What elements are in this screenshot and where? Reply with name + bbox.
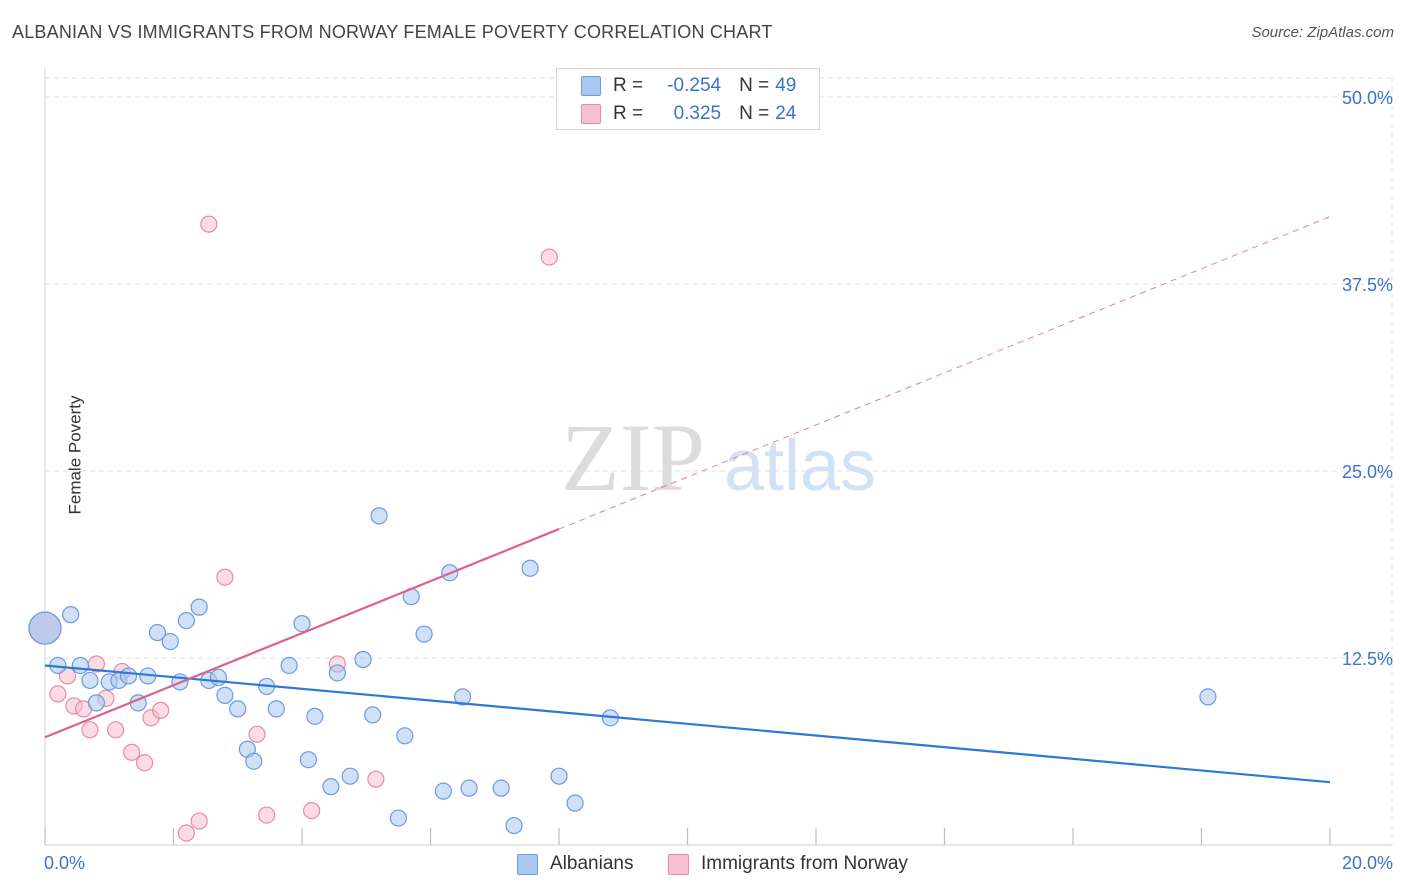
albanian-point [505, 816, 523, 835]
source-label: Source: ZipAtlas.com [1251, 24, 1394, 41]
albanian-point [280, 656, 298, 675]
norway-point [152, 701, 170, 719]
albanian-point [177, 611, 195, 630]
norway-point [123, 743, 141, 761]
albanian-point [81, 671, 99, 690]
y-axis-label: Female Poverty [65, 395, 85, 515]
trend-line-albanians [44, 664, 1331, 784]
watermark-zip: ZIP [561, 404, 705, 511]
albanian-point [293, 614, 311, 633]
albanian-point [492, 779, 510, 797]
trend-lines [44, 216, 1331, 784]
bottom-legend-swatch-pink [668, 853, 689, 875]
albanian-point [28, 611, 62, 645]
legend-row-norway: R = 0.325 N = 24 [581, 101, 796, 127]
albanian-point [209, 668, 228, 687]
albanian-point [148, 623, 167, 642]
bottom-legend-albanians: Albanians [517, 852, 633, 876]
albanian-point [267, 700, 285, 718]
albanian-point [328, 664, 346, 682]
legend-swatch-pink [581, 104, 601, 124]
norway-point [248, 725, 266, 743]
y-tick-label-0: 12.5% [1342, 649, 1393, 669]
albanian-point [389, 809, 407, 827]
norway-point [177, 824, 195, 842]
albanian-point [566, 794, 584, 812]
norway-point [81, 721, 99, 739]
legend-swatch-blue [581, 76, 601, 96]
axes [44, 68, 1392, 846]
legend-n-label: N = [739, 103, 770, 124]
norway-point [190, 812, 208, 830]
norway-point [200, 215, 218, 233]
albanian-point [229, 700, 247, 718]
norway-point [258, 806, 276, 824]
bottom-legend-label-norway: Immigrants from Norway [701, 853, 908, 874]
albanian-point [364, 706, 382, 724]
albanian-point [190, 598, 208, 616]
trend-line-norway-solid [44, 528, 560, 739]
norway-point [107, 721, 125, 739]
norway-point [49, 685, 67, 703]
albanian-point [245, 752, 263, 770]
albanian-point [521, 559, 539, 577]
albanian-point [354, 650, 372, 669]
bottom-legend-swatch-blue [517, 853, 538, 875]
legend-r-value-albanians: -0.254 [667, 75, 722, 96]
watermark: ZIP atlas [561, 404, 876, 511]
albanian-point [161, 632, 179, 651]
watermark-atlas: atlas [724, 426, 876, 506]
trend-line-norway-dashed [558, 216, 1331, 530]
albanian-point [306, 707, 324, 725]
albanian-point [370, 507, 388, 525]
albanian-point [415, 625, 433, 643]
norway-point [135, 754, 154, 772]
y-tick-label-2: 37.5% [1342, 275, 1393, 295]
albanian-point [434, 782, 452, 800]
series-immigrants-from-norway [28, 215, 558, 842]
albanian-point [119, 667, 138, 685]
legend-r-label: R = [613, 75, 644, 96]
legend-r-label: R = [613, 103, 644, 124]
norway-point [303, 801, 321, 820]
albanian-point [299, 751, 318, 769]
albanian-point [1199, 688, 1217, 706]
legend-r-value-norway: 0.325 [673, 103, 722, 124]
albanian-point [216, 686, 234, 705]
norway-point [540, 248, 558, 266]
legend-row-albanians: R = -0.254 N = 49 [581, 73, 796, 99]
legend-n-value-norway: 24 [775, 103, 797, 124]
legend-n-value-albanians: 49 [775, 75, 797, 96]
albanian-point [341, 767, 359, 785]
gridlines [45, 77, 1393, 845]
y-tick-label-3: 50.0% [1342, 88, 1393, 108]
bottom-legend-norway: Immigrants from Norway [668, 852, 908, 876]
correlation-legend: R = -0.254 N = 49 R = 0.325 N = 24 [556, 68, 820, 130]
albanian-point [454, 688, 472, 706]
norway-point [367, 770, 385, 788]
albanian-point [550, 767, 568, 785]
albanian-point [71, 656, 89, 675]
albanian-point [460, 779, 478, 797]
legend-n-label: N = [739, 75, 770, 96]
bottom-legend-label-albanians: Albanians [550, 853, 634, 874]
x-tick-label-0: 0.0% [44, 853, 85, 873]
albanian-point [396, 727, 414, 745]
norway-point [216, 568, 234, 586]
chart-title: ALBANIAN VS IMMIGRANTS FROM NORWAY FEMAL… [12, 22, 773, 42]
tick-labels: 12.5% 25.0% 37.5% 50.0% 0.0% 20.0% [44, 88, 1393, 873]
albanian-point [322, 778, 340, 796]
x-tick-label-1: 20.0% [1342, 853, 1393, 873]
y-tick-label-1: 25.0% [1342, 462, 1393, 482]
albanian-point [87, 694, 106, 712]
albanian-point [62, 606, 80, 624]
